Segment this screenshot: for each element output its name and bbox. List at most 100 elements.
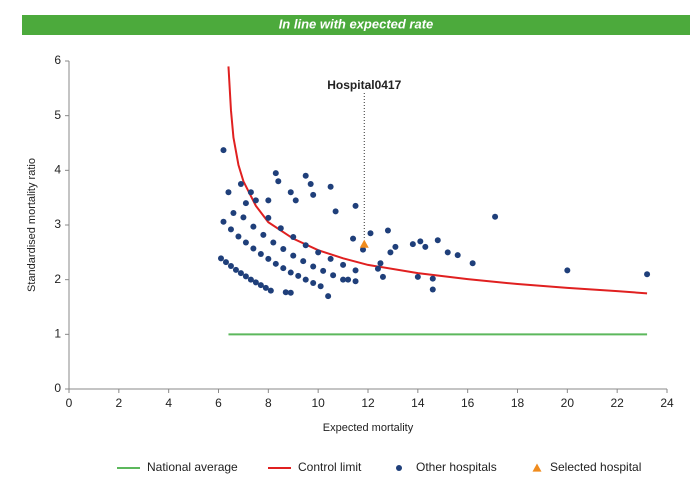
point (272, 260, 279, 267)
point (290, 252, 297, 259)
point (310, 279, 317, 286)
point (257, 282, 264, 289)
point (270, 239, 277, 246)
point (237, 270, 244, 277)
annotation: Hospital0417 (327, 78, 401, 92)
legend-swatch (396, 465, 402, 471)
point (454, 252, 461, 259)
point (429, 275, 436, 282)
y-tick-label: 2 (54, 272, 61, 286)
chart-title: In line with expected rate (279, 16, 434, 31)
point (330, 272, 337, 279)
legend-label: Control limit (298, 460, 362, 474)
y-axis-label: Standardised mortality ratio (26, 158, 38, 292)
point (287, 289, 294, 296)
point (287, 189, 294, 196)
point (287, 269, 294, 276)
point (417, 238, 424, 245)
x-tick-label: 2 (115, 396, 122, 410)
point (235, 233, 242, 240)
point (222, 259, 229, 266)
point (272, 170, 279, 177)
y-tick-label: 5 (54, 108, 61, 122)
y-tick-label: 3 (54, 217, 61, 231)
point (492, 213, 499, 220)
legend-label: Other hospitals (416, 460, 497, 474)
point (325, 293, 332, 300)
point (360, 246, 367, 253)
point (265, 197, 272, 204)
point (252, 197, 259, 204)
x-tick-label: 20 (561, 396, 575, 410)
point (275, 178, 282, 185)
point (280, 265, 287, 272)
x-tick-label: 8 (265, 396, 272, 410)
x-tick-label: 14 (411, 396, 425, 410)
point (315, 249, 322, 256)
point (225, 189, 232, 196)
point (350, 235, 357, 242)
point (280, 246, 287, 253)
x-axis-label: Expected mortality (323, 422, 414, 434)
point (317, 283, 324, 290)
point (302, 242, 309, 249)
point (242, 200, 249, 207)
point (327, 255, 334, 262)
point (352, 278, 359, 285)
point (217, 255, 224, 262)
point (292, 197, 299, 204)
point (265, 255, 272, 262)
point (320, 267, 327, 274)
point (247, 189, 254, 196)
banner (22, 15, 690, 35)
point (257, 250, 264, 257)
point (327, 183, 334, 190)
point (414, 273, 421, 280)
point (367, 230, 374, 237)
y-tick-label: 1 (54, 327, 61, 341)
point (247, 276, 254, 283)
selected-point (359, 239, 369, 248)
point (379, 273, 386, 280)
point (310, 191, 317, 198)
point (227, 263, 234, 269)
point (295, 272, 302, 279)
point (409, 241, 416, 248)
point (302, 172, 309, 179)
legend-label: National average (147, 460, 238, 474)
point (250, 223, 257, 230)
point (564, 267, 571, 274)
point (352, 202, 359, 209)
point (444, 249, 451, 256)
point (352, 267, 359, 274)
x-tick-label: 10 (311, 396, 325, 410)
point (240, 214, 247, 221)
point (429, 286, 436, 293)
legend-label: Selected hospital (550, 460, 641, 474)
point (227, 226, 234, 233)
point (332, 208, 339, 215)
x-tick-label: 22 (610, 396, 624, 410)
point (302, 276, 309, 283)
point (220, 147, 227, 154)
point (267, 287, 274, 294)
x-tick-label: 16 (461, 396, 475, 410)
point (300, 258, 307, 265)
point (290, 234, 297, 241)
x-tick-label: 4 (165, 396, 172, 410)
point (422, 243, 429, 250)
x-tick-label: 12 (361, 396, 375, 410)
y-tick-label: 0 (54, 381, 61, 395)
point (434, 237, 441, 244)
point (242, 239, 249, 246)
point (340, 276, 347, 283)
x-tick-label: 18 (511, 396, 525, 410)
point (340, 261, 347, 268)
point (250, 245, 257, 252)
point (230, 209, 237, 216)
x-tick-label: 6 (215, 396, 222, 410)
point (260, 231, 267, 238)
point (220, 218, 227, 225)
point (469, 260, 476, 267)
